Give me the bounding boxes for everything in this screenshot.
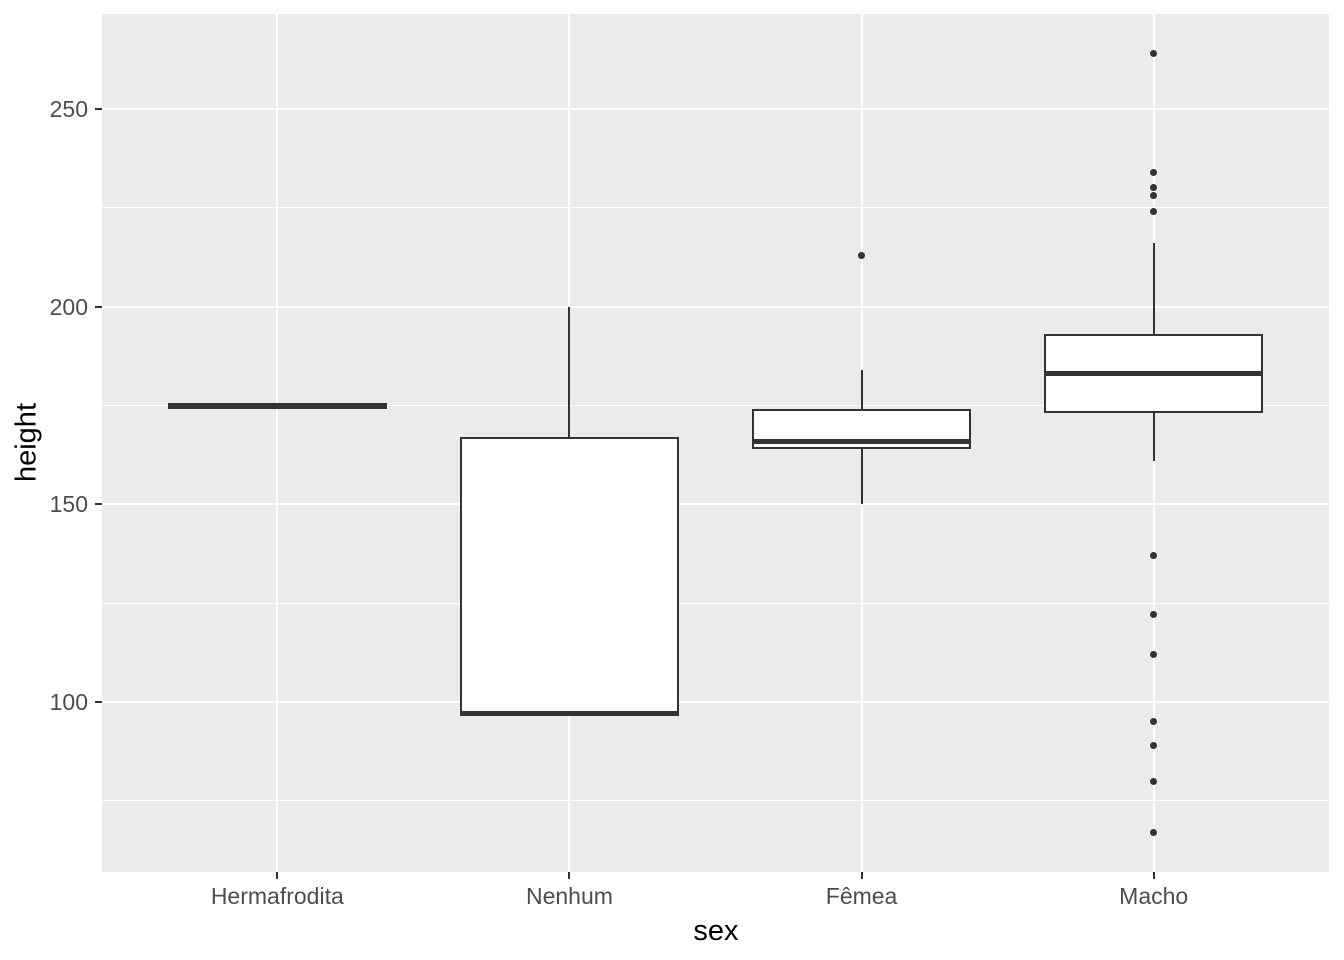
- whisker-lower-macho: [1152, 413, 1155, 461]
- outlier-point-macho: [1150, 184, 1158, 192]
- outlier-point-macho: [1150, 741, 1158, 749]
- whisker-upper-macho: [1152, 243, 1155, 335]
- median-line-femea: [752, 438, 972, 444]
- y-tick-mark: [95, 503, 102, 506]
- x-tick-mark: [860, 872, 863, 879]
- gridline-y-major: [102, 107, 1329, 110]
- outlier-point-macho: [1150, 828, 1158, 836]
- median-line-hermafrodita: [167, 402, 387, 408]
- outlier-point-macho: [1150, 777, 1158, 785]
- x-tick-mark: [276, 872, 279, 879]
- gridline-y-minor: [102, 404, 1329, 406]
- gridline-y-major: [102, 305, 1329, 308]
- median-line-nenhum: [459, 711, 679, 717]
- median-line-macho: [1044, 371, 1264, 377]
- x-tick-mark: [1152, 872, 1155, 879]
- gridline-y-minor: [102, 800, 1329, 802]
- gridline-x-major: [276, 14, 279, 872]
- whisker-upper-nenhum: [568, 306, 571, 438]
- y-tick-mark: [95, 305, 102, 308]
- x-tick-label-femea: Fêmea: [825, 883, 898, 909]
- x-axis-title: sex: [693, 915, 739, 947]
- x-tick-mark: [568, 872, 571, 879]
- plot-panel: [102, 14, 1329, 872]
- y-tick-mark: [95, 700, 102, 703]
- outlier-point-femea: [858, 251, 866, 259]
- whisker-lower-femea: [860, 448, 863, 505]
- gridline-y-major: [102, 700, 1329, 703]
- y-tick-label: 200: [49, 293, 88, 320]
- outlier-point-macho: [1150, 611, 1158, 619]
- y-tick-label: 150: [49, 491, 88, 518]
- whisker-upper-femea: [860, 369, 863, 410]
- x-tick-label-hermafrodita: Hermafrodita: [210, 883, 344, 909]
- y-tick-label: 250: [49, 95, 88, 122]
- outlier-point-macho: [1150, 552, 1158, 560]
- outlier-point-macho: [1150, 168, 1158, 176]
- gridline-y-major: [102, 503, 1329, 506]
- outlier-point-macho: [1150, 718, 1158, 726]
- x-tick-label-macho: Macho: [1119, 883, 1189, 909]
- x-tick-label-nenhum: Nenhum: [525, 883, 613, 909]
- outlier-point-macho: [1150, 192, 1158, 200]
- outlier-point-macho: [1150, 50, 1158, 58]
- outlier-point-macho: [1150, 651, 1158, 659]
- gridline-y-minor: [102, 602, 1329, 604]
- gridline-y-minor: [102, 207, 1329, 209]
- outlier-point-macho: [1150, 208, 1158, 216]
- y-tick-mark: [95, 107, 102, 110]
- box-nenhum: [459, 437, 679, 714]
- y-tick-label: 100: [49, 688, 88, 715]
